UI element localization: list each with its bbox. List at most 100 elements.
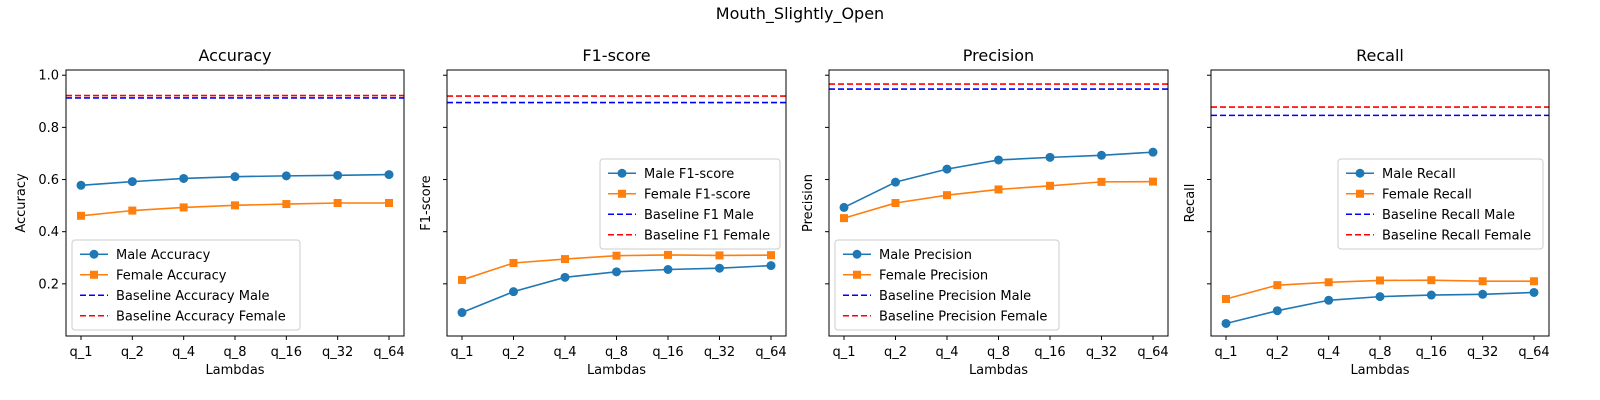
subplot-f1-score: F1-score q_1 q_2 q_4 q_8 q_16 q_32 q_64 Lambdas F…: [419, 46, 787, 378]
data-point: [179, 173, 189, 183]
data-point: [560, 272, 570, 282]
legend-entry-label: Baseline Recall Female: [1382, 228, 1531, 243]
x-axis-label: Lambdas: [1350, 363, 1409, 378]
data-point: [1097, 150, 1106, 160]
y-axis-label: Accuracy: [14, 173, 29, 233]
data-point: [1324, 278, 1333, 287]
data-point: [458, 275, 466, 284]
x-tick-label: q_64: [373, 345, 404, 360]
data-point: [891, 177, 900, 187]
legend-marker: [90, 270, 98, 279]
data-point: [231, 201, 239, 210]
x-tick-label: q_32: [322, 345, 353, 360]
data-point: [1273, 281, 1282, 290]
data-point: [1478, 277, 1487, 286]
y-tick-label: 0.8: [38, 121, 59, 136]
legend-marker: [617, 168, 627, 178]
legend: Male Recall Female Recall Baseline Recall …: [1337, 158, 1544, 250]
data-point: [994, 185, 1003, 194]
data-point: [1427, 276, 1436, 285]
data-point: [76, 180, 86, 190]
x-tick-label: q_32: [1086, 345, 1117, 360]
x-axis-label: Lambdas: [587, 363, 646, 378]
legend-entry-label: Baseline Recall Male: [1382, 208, 1515, 223]
data-point: [384, 170, 394, 180]
x-tick-label: q_32: [1467, 345, 1498, 360]
x-tick-label: q_8: [605, 345, 628, 360]
legend-marker: [1356, 189, 1364, 198]
legend-box: [599, 158, 781, 250]
legend-entry-label: Baseline F1 Female: [644, 228, 770, 243]
legend-entry-label: Female Recall: [1382, 187, 1472, 202]
data-point: [942, 164, 952, 174]
data-point: [509, 258, 518, 267]
x-tick-label: q_32: [704, 345, 735, 360]
data-point: [1426, 290, 1436, 300]
subplot-title: Recall: [1356, 46, 1404, 65]
legend-entry-label: Male F1-score: [644, 167, 734, 182]
legend-box: [834, 239, 1060, 331]
data-point: [664, 250, 672, 259]
x-tick-label: q_16: [271, 345, 302, 360]
data-point: [1376, 276, 1384, 285]
legend-entry-label: Baseline Accuracy Female: [116, 309, 286, 324]
data-point: [612, 267, 621, 277]
x-tick-label: q_8: [223, 345, 246, 360]
x-tick-label: q_8: [1368, 345, 1391, 360]
legend-entry-label: Female Accuracy: [116, 268, 227, 283]
data-point: [457, 308, 467, 318]
x-tick-label: q_4: [935, 345, 958, 360]
data-point: [509, 287, 518, 297]
x-tick-label: q_16: [1034, 345, 1065, 360]
legend-marker: [852, 249, 862, 259]
data-point: [994, 155, 1003, 165]
data-point: [333, 170, 343, 180]
subplot-accuracy: Accuracy 0.2 0.4 0.6 0.8 1.0 q_1 q_2 q_4 q_8 q_16 q…: [14, 46, 405, 378]
data-point: [1221, 318, 1231, 328]
data-point: [1478, 289, 1488, 299]
data-point: [839, 202, 849, 212]
legend: Male Accuracy Female Accuracy Baseline Acc…: [71, 239, 301, 331]
x-tick-label: q_2: [884, 345, 907, 360]
data-point: [385, 199, 393, 207]
data-point: [333, 199, 342, 207]
data-point: [1148, 147, 1158, 157]
legend-entry-label: Baseline Precision Female: [879, 309, 1047, 324]
data-point: [179, 203, 188, 212]
y-tick-label: 1.0: [38, 69, 59, 84]
data-point: [77, 211, 85, 220]
data-point: [1045, 152, 1055, 162]
subplot-title: Precision: [963, 46, 1034, 65]
legend-marker: [1355, 168, 1365, 178]
data-point: [281, 171, 291, 181]
legend-entry-label: Baseline Accuracy Male: [116, 289, 270, 304]
y-axis-label: F1-score: [419, 175, 434, 230]
x-tick-label: q_2: [502, 345, 525, 360]
data-point: [715, 251, 724, 260]
subplot-recall: Recall q_1 q_2 q_4 q_8 q_16 q_32 q_64 Lambdas Rec…: [1183, 46, 1550, 378]
y-axis-label: Recall: [1183, 184, 1198, 223]
data-point: [1097, 177, 1106, 186]
legend-entry-label: Male Recall: [1382, 167, 1456, 182]
y-tick-label: 0.6: [38, 173, 59, 188]
y-tick-label: 0.2: [38, 277, 59, 292]
x-axis-label: Lambdas: [969, 363, 1028, 378]
x-tick-label: q_64: [1137, 345, 1168, 360]
data-point: [230, 172, 240, 182]
subplot-title: Accuracy: [198, 46, 271, 65]
data-point: [1046, 181, 1054, 190]
x-tick-label: q_4: [172, 345, 195, 360]
data-point: [1529, 287, 1539, 297]
x-tick-label: q_2: [121, 345, 144, 360]
legend-entry-label: Male Precision: [879, 248, 972, 263]
data-point: [1530, 277, 1538, 286]
figure-suptitle: Mouth_Slightly_Open: [715, 4, 885, 23]
x-tick-label: q_8: [987, 345, 1010, 360]
x-tick-label: q_64: [1518, 345, 1549, 360]
data-point: [1324, 295, 1334, 305]
legend-entry-label: Baseline Precision Male: [879, 289, 1031, 304]
data-point: [128, 206, 137, 215]
x-tick-label: q_4: [553, 345, 576, 360]
subplot-title: F1-score: [582, 46, 650, 65]
